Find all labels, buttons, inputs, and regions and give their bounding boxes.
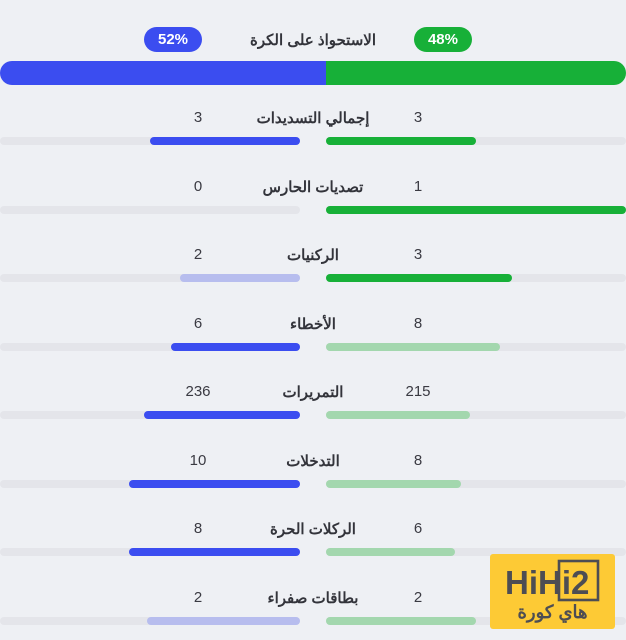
svg-text:HiHi2: HiHi2 [505, 564, 589, 601]
svg-text:هاي كورة: هاي كورة [517, 602, 587, 623]
